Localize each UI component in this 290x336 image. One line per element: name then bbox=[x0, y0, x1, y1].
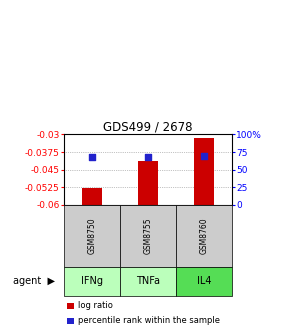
Bar bbox=[138, 162, 158, 205]
Text: IFNg: IFNg bbox=[81, 277, 103, 286]
Title: GDS499 / 2678: GDS499 / 2678 bbox=[103, 120, 193, 133]
Text: log ratio: log ratio bbox=[78, 301, 113, 310]
Point bbox=[90, 154, 94, 160]
Bar bbox=[194, 138, 214, 205]
Text: IL4: IL4 bbox=[197, 277, 211, 286]
Bar bbox=[82, 188, 102, 205]
Text: percentile rank within the sample: percentile rank within the sample bbox=[78, 317, 220, 325]
Text: GSM8760: GSM8760 bbox=[200, 218, 209, 254]
Text: TNFa: TNFa bbox=[136, 277, 160, 286]
Point bbox=[146, 154, 150, 160]
Text: GSM8750: GSM8750 bbox=[87, 218, 96, 254]
Text: GSM8755: GSM8755 bbox=[143, 218, 153, 254]
Point bbox=[202, 153, 206, 158]
Text: agent  ▶: agent ▶ bbox=[13, 277, 55, 286]
